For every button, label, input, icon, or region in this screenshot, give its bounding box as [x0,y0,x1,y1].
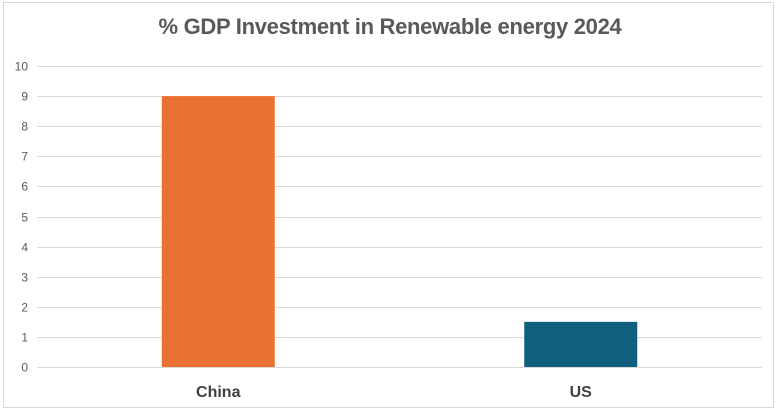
y-tick-label-2: 2 [21,301,28,315]
data-series[interactable] [161,96,638,367]
chart-title[interactable]: % GDP Investment in Renewable energy 202… [158,14,622,39]
x-axis-category-labels: China US [196,384,592,401]
y-tick-label-1: 1 [21,331,28,345]
y-tick-label-5: 5 [21,211,28,225]
bar-us[interactable] [524,321,638,367]
y-tick-label-3: 3 [21,271,28,285]
category-label-us: US [570,384,593,401]
gridlines [37,66,762,368]
y-tick-label-6: 6 [21,180,28,194]
chart-area[interactable] [3,2,774,408]
y-tick-label-10: 10 [15,60,29,74]
category-label-china: China [196,384,241,401]
y-axis-tick-labels: 0 1 2 3 4 5 6 7 8 9 10 [15,60,29,375]
bar-china[interactable] [161,96,275,367]
y-tick-label-7: 7 [21,150,28,164]
y-tick-label-8: 8 [21,120,28,134]
y-tick-label-4: 4 [21,241,28,255]
y-tick-label-9: 9 [21,90,28,104]
y-tick-label-0: 0 [21,361,28,375]
